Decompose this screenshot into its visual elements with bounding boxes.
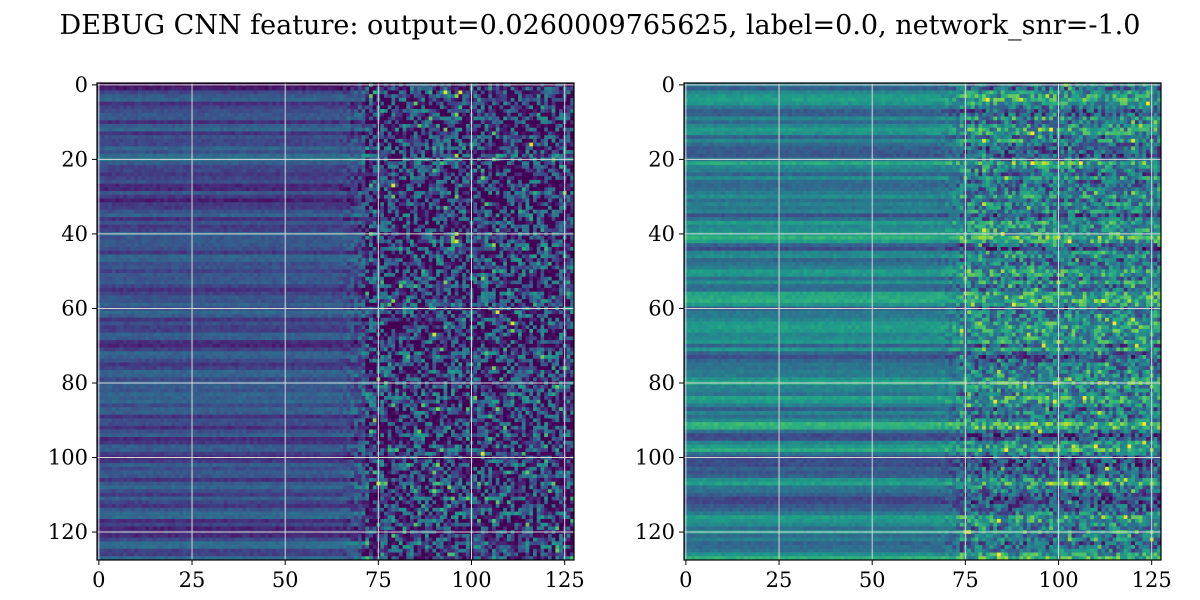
x-tick-label: 50 xyxy=(272,568,299,592)
x-tick-label: 125 xyxy=(545,568,585,592)
y-tick-label: 20 xyxy=(648,147,675,171)
y-tick-label: 20 xyxy=(61,147,88,171)
x-tick-label: 25 xyxy=(179,568,206,592)
x-tick-label: 0 xyxy=(92,568,105,592)
y-tick-label: 0 xyxy=(75,73,88,97)
y-tick-label: 40 xyxy=(648,222,675,246)
heatmap-cells xyxy=(684,83,1162,561)
x-tick-label: 125 xyxy=(1132,568,1172,592)
x-tick-label: 50 xyxy=(859,568,886,592)
y-tick-label: 60 xyxy=(61,296,88,320)
x-tick-label: 0 xyxy=(679,568,692,592)
axes-frame xyxy=(96,82,575,561)
heatmap-cells xyxy=(97,83,575,561)
x-tick-label: 75 xyxy=(365,568,392,592)
y-tick-label: 80 xyxy=(61,371,88,395)
y-tick-label: 0 xyxy=(662,73,675,97)
y-tick-label: 80 xyxy=(648,371,675,395)
y-tick-label: 40 xyxy=(61,222,88,246)
y-tick-label: 120 xyxy=(635,520,675,544)
x-tick-label: 25 xyxy=(766,568,793,592)
y-tick-label: 120 xyxy=(48,520,88,544)
y-tick-label: 100 xyxy=(48,446,88,470)
x-tick-label: 75 xyxy=(952,568,979,592)
x-tick-label: 100 xyxy=(451,568,491,592)
axes-frame xyxy=(683,82,1162,561)
heatmap-panel-right: 0 25 50 75 100 125 0 20 40 60 80 100 120 xyxy=(635,73,1172,592)
y-tick-label: 60 xyxy=(648,296,675,320)
y-tick-label: 100 xyxy=(635,446,675,470)
x-tick-label: 100 xyxy=(1038,568,1078,592)
heatmap-panel-left: 0 25 50 75 100 125 0 20 40 60 80 100 120 xyxy=(48,73,585,592)
figure-title: DEBUG CNN feature: output=0.026000976562… xyxy=(0,8,1200,44)
